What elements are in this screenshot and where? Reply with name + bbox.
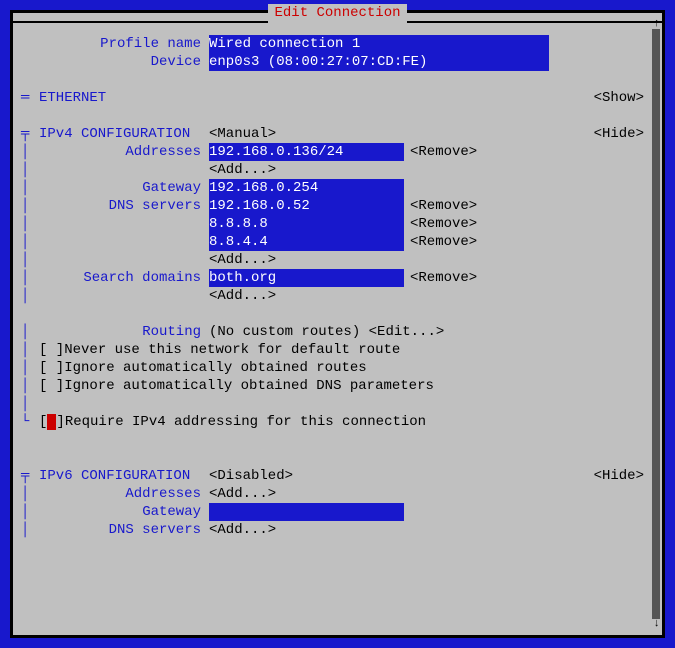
remove-search-button[interactable]: <Remove> <box>404 269 477 287</box>
device-label: Device <box>39 53 209 71</box>
ipv6-gateway-label: Gateway <box>39 503 209 521</box>
remove-dns-button-0[interactable]: <Remove> <box>404 197 477 215</box>
never-default-checkbox[interactable]: [ ] <box>39 341 64 359</box>
ignore-dns-label: Ignore automatically obtained DNS parame… <box>64 377 434 395</box>
tree-icon: ╤ <box>21 125 39 143</box>
ipv6-hide-button[interactable]: <Hide> <box>594 467 644 485</box>
addresses-label: Addresses <box>39 143 209 161</box>
cursor-icon <box>47 414 56 430</box>
device-input[interactable]: enp0s3 (08:00:27:07:CD:FE) <box>209 53 549 71</box>
routing-value: (No custom routes) <box>209 323 360 341</box>
title-bar: Edit Connection <box>13 12 662 30</box>
ipv6-mode-select[interactable]: <Disabled> <box>209 467 293 485</box>
dns-label: DNS servers <box>39 197 209 215</box>
require-ipv4-label: Require IPv4 addressing for this connect… <box>65 413 426 431</box>
add-dns-button[interactable]: <Add...> <box>209 251 276 269</box>
dns-input-1[interactable]: 8.8.8.8 <box>209 215 404 233</box>
ipv4-mode-select[interactable]: <Manual> <box>209 125 276 143</box>
routing-edit-button[interactable]: <Edit...> <box>369 323 445 341</box>
ethernet-section: ETHERNET <box>39 89 106 107</box>
dns-input-2[interactable]: 8.8.4.4 <box>209 233 404 251</box>
dialog-box: Edit Connection ↑ ↓ Profile name Wired c… <box>10 10 665 638</box>
address-input[interactable]: 192.168.0.136/24 <box>209 143 404 161</box>
scrollbar[interactable] <box>652 29 660 619</box>
dialog-title: Edit Connection <box>268 4 406 22</box>
remove-dns-button-2[interactable]: <Remove> <box>404 233 477 251</box>
ipv6-section: IPv6 CONFIGURATION <box>39 467 209 485</box>
add-search-button[interactable]: <Add...> <box>209 287 276 305</box>
ipv6-add-address-button[interactable]: <Add...> <box>209 485 276 503</box>
gateway-label: Gateway <box>39 179 209 197</box>
search-domains-label: Search domains <box>39 269 209 287</box>
dns-input-0[interactable]: 192.168.0.52 <box>209 197 404 215</box>
gateway-input[interactable]: 192.168.0.254 <box>209 179 404 197</box>
ethernet-show-button[interactable]: <Show> <box>594 89 644 107</box>
ignore-dns-checkbox[interactable]: [ ] <box>39 377 64 395</box>
tree-icon: ═ <box>21 89 39 107</box>
remove-dns-button-1[interactable]: <Remove> <box>404 215 477 233</box>
routing-label: Routing <box>39 323 209 341</box>
ipv6-addresses-label: Addresses <box>39 485 209 503</box>
tree-icon: ╤ <box>21 467 39 485</box>
profile-name-input[interactable]: Wired connection 1 <box>209 35 549 53</box>
search-domain-input[interactable]: both.org <box>209 269 404 287</box>
ipv4-section: IPv4 CONFIGURATION <box>39 125 209 143</box>
ignore-routes-checkbox[interactable]: [ ] <box>39 359 64 377</box>
profile-name-label: Profile name <box>39 35 209 53</box>
ipv6-gateway-input[interactable] <box>209 503 404 521</box>
ipv6-dns-label: DNS servers <box>39 521 209 539</box>
require-ipv4-checkbox[interactable]: [ ] <box>39 413 65 431</box>
never-default-label: Never use this network for default route <box>64 341 400 359</box>
ignore-routes-label: Ignore automatically obtained routes <box>64 359 366 377</box>
add-address-button[interactable]: <Add...> <box>209 161 276 179</box>
window-frame: Edit Connection ↑ ↓ Profile name Wired c… <box>0 0 675 648</box>
scroll-down-icon[interactable]: ↓ <box>653 615 660 633</box>
ipv4-hide-button[interactable]: <Hide> <box>594 125 644 143</box>
ipv6-add-dns-button[interactable]: <Add...> <box>209 521 276 539</box>
remove-address-button[interactable]: <Remove> <box>404 143 477 161</box>
